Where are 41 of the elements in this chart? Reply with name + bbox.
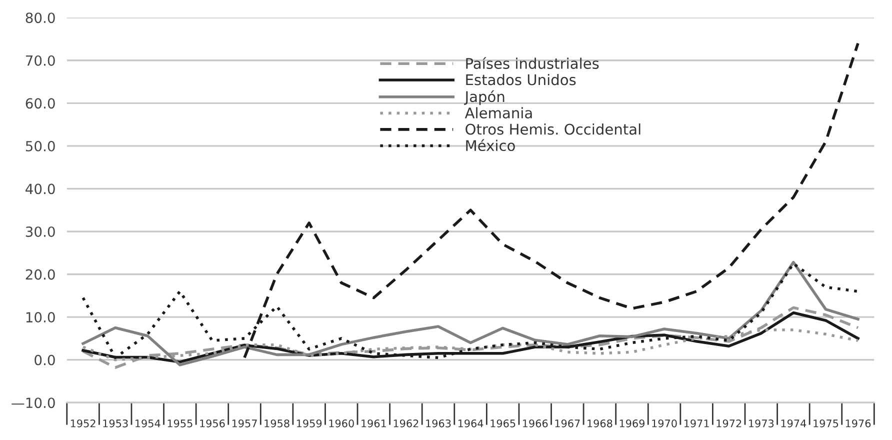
x-tick-label: 1967	[555, 419, 580, 428]
y-tick-label: 60.0	[26, 98, 55, 109]
x-tick-label: 1954	[136, 419, 160, 428]
y-tick-label: 50.0	[26, 140, 55, 152]
x-tick-label: 1974	[781, 419, 806, 428]
x-tick-label: 1958	[264, 419, 290, 428]
legend-label: México	[466, 139, 515, 152]
x-tick-label: 1959	[296, 419, 322, 428]
x-tick-label: 1955	[168, 419, 192, 428]
y-tick-label: 30.0	[26, 226, 55, 237]
x-tick-label: 1971	[684, 419, 709, 428]
y-tick-label: —10.0	[12, 398, 55, 408]
y-tick-label: 20.0	[26, 269, 55, 280]
x-tick-label: 1952	[70, 419, 96, 428]
x-tick-label: 1965	[490, 419, 516, 428]
x-tick-label: 1968	[588, 419, 612, 428]
y-tick-label: 0.0	[34, 354, 55, 366]
x-tick-label: 1961	[362, 419, 386, 428]
x-tick-label: 1975	[814, 419, 838, 428]
legend-label: Japón	[464, 90, 504, 105]
legend-label: Países industriales	[466, 57, 599, 69]
x-tick-label: 1976	[846, 419, 871, 428]
y-tick-label: 70.0	[26, 55, 55, 66]
legend-label: Otros Hemis. Occidental	[466, 123, 640, 135]
x-tick-label: 1966	[523, 419, 548, 428]
legend-label: Alemania	[464, 107, 532, 118]
legend-label: Estados Unidos	[466, 74, 576, 86]
x-tick-label: 1963	[426, 419, 451, 428]
x-tick-label: 1969	[620, 419, 645, 428]
y-tick-label: 10.0	[26, 312, 55, 323]
x-tick-label: 1973	[749, 419, 774, 428]
x-tick-label: 1970	[652, 419, 677, 428]
x-tick-label: 1962	[394, 419, 418, 428]
x-tick-label: 1956	[200, 419, 225, 428]
x-tick-label: 1972	[716, 419, 742, 428]
x-tick-label: 1953	[103, 419, 128, 428]
x-tick-label: 1960	[329, 419, 354, 428]
y-tick-label: 80.0	[26, 12, 55, 24]
x-tick-label: 1964	[458, 419, 484, 428]
x-tick-label: 1957	[232, 419, 257, 428]
y-tick-label: 40.0	[26, 184, 55, 194]
